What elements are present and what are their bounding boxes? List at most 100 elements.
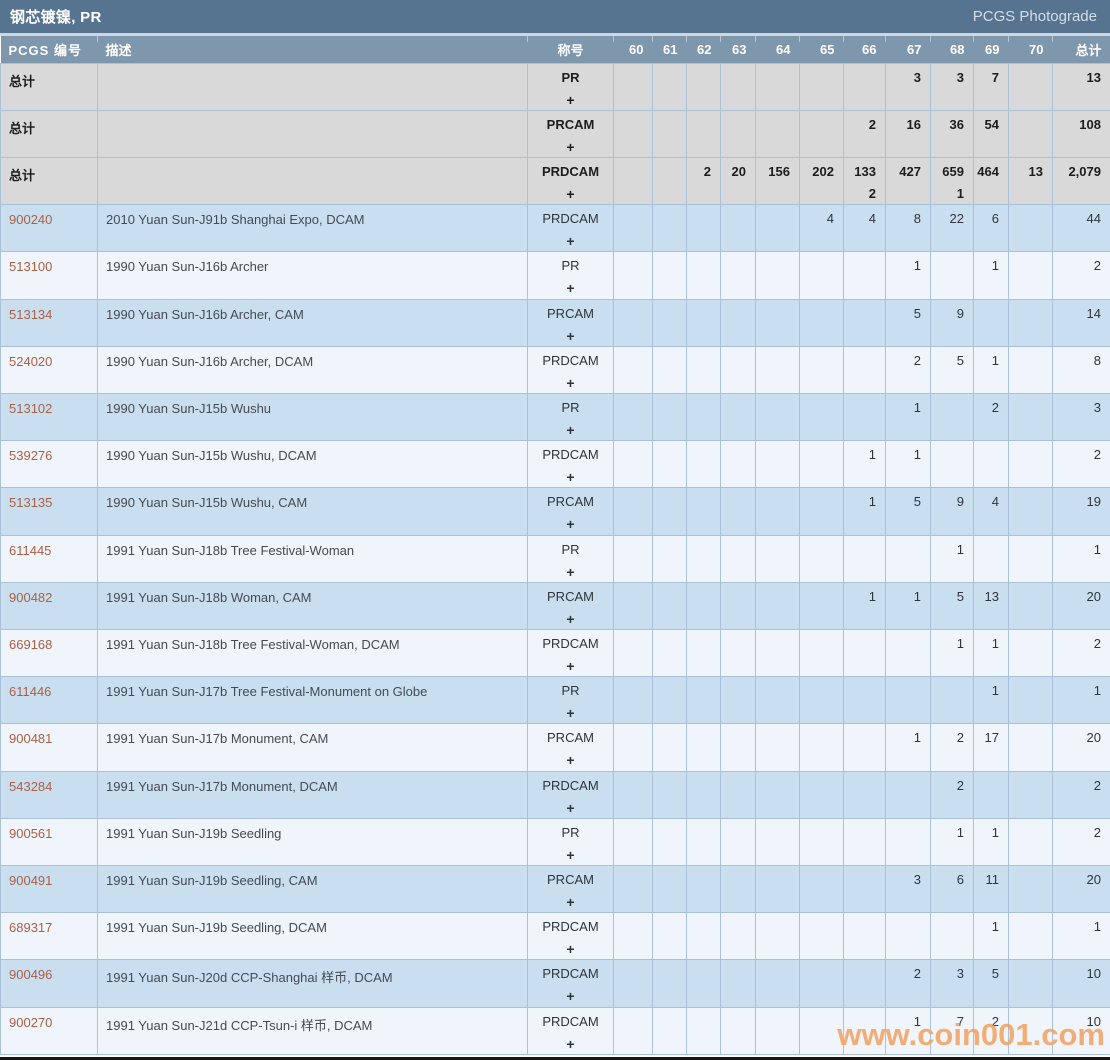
table-row: 900491 1991 Yuan Sun-J19b Seedling, CAM PR… [0,864,1110,914]
pcgs-number-link[interactable]: 543284 [9,778,53,794]
grade-count [688,872,712,888]
cell-grade-70 [1008,1006,1053,1056]
cell-grade-60 [613,959,653,1008]
cell-grade-69: 7 [973,62,1009,111]
grade-count [688,542,712,558]
grade-count [932,258,965,274]
cell-grade-67 [885,912,931,961]
cell-grade-68: 1 [930,817,974,866]
grade-count [722,400,747,416]
cell-grade-66: 2 [843,109,886,158]
designation-label: PRDCAM [542,447,599,463]
grade-count [801,542,835,558]
grade-count: 202 [812,163,834,179]
cell-grade-65 [799,487,844,536]
grade-count [1010,306,1044,322]
cell-grade-61 [652,1006,687,1056]
cell-designation: PRDCAM + [527,1006,614,1056]
pcgs-number-link[interactable]: 524020 [9,353,53,369]
grade-plus-count [887,139,922,155]
cell-grade-61 [652,770,687,819]
cell-grade-69: 1 [973,817,1009,866]
plus-indicator: + [566,846,575,863]
grade-count [1010,730,1044,746]
pcgs-number-link[interactable]: 513100 [9,259,53,275]
pcgs-number-link[interactable]: 900491 [9,872,53,888]
grade-count [654,353,678,369]
table-row: 513135 1990 Yuan Sun-J15b Wushu, CAM PRCAM… [0,487,1110,536]
grade-count [654,778,678,794]
grade-count [1010,683,1044,699]
pcgs-number-link[interactable]: 539276 [9,448,53,464]
cell-grade-61 [652,487,687,536]
grade-plus-count [722,752,747,768]
grade-plus-count [688,941,712,957]
cell-grade-63 [720,676,756,725]
cell-description [97,62,528,111]
pcgs-number-link[interactable]: 611446 [9,684,52,700]
cell-grade-60 [613,298,653,347]
grade-plus-count [1010,752,1044,768]
cell-description: 1991 Yuan Sun-J19b Seedling, CAM [97,864,528,914]
cell-grade-68: 9 [930,298,974,347]
cell-grade-68 [930,912,974,961]
pcgs-number-link[interactable]: 900240 [9,212,53,228]
cell-grade-70 [1008,864,1053,914]
pcgs-number-link[interactable]: 669168 [9,636,53,652]
grade-plus-count [975,422,1000,438]
pcgs-number-link[interactable]: 513135 [9,495,53,511]
designation-label: PR [561,399,580,415]
pcgs-number-link[interactable]: 900482 [9,589,53,605]
pcgs-number-link[interactable]: 611445 [9,542,52,558]
pcgs-number-link[interactable]: 513134 [9,306,53,322]
grade-count [1010,872,1044,888]
grade-count [615,400,644,416]
designation-label: PRDCAM [542,777,599,793]
grade-count [932,919,965,935]
grade-count [1010,919,1044,935]
grade-count [801,636,835,652]
cell-grade-65 [799,676,844,725]
grade-count [615,730,644,746]
table-row: 611446 1991 Yuan Sun-J17b Tree Festival-M… [0,676,1110,725]
grade-count [722,636,747,652]
grade-count: 7 [991,69,999,85]
pcgs-number-link[interactable]: 900481 [9,731,53,747]
pcgs-number-link[interactable]: 513102 [9,400,53,416]
cell-grade-67: 3 [885,62,931,111]
grade-plus-count [615,705,644,721]
grade-count [688,919,712,935]
grade-plus-count [887,658,922,674]
grade-count [615,589,644,605]
grade-plus-count [654,658,678,674]
grade-plus-count [845,941,877,957]
cell-grade-67: 1 [885,723,931,772]
grade-plus-count [688,422,712,438]
cell-grade-62 [686,628,721,678]
pcgs-number-link[interactable]: 689317 [9,920,53,936]
grade-plus-count [1010,800,1044,816]
cell-description: 1991 Yuan Sun-J17b Tree Festival-Monumen… [97,676,528,725]
grade-plus-count [887,422,922,438]
col-header-grade-68: 68 [929,36,974,63]
pcgs-number-link[interactable]: 900270 [9,1014,53,1030]
grade-count: 2 [956,730,964,746]
cell-grade-62 [686,251,721,300]
grade-plus-count [1010,611,1044,627]
cell-grade-69: 5 [973,959,1009,1008]
cell-pcgs-number: 900240 [0,204,98,253]
designation-label: PRCAM [547,871,594,887]
grade-count [845,636,877,652]
grade-count: 2 [913,966,921,982]
cell-grade-66: 4 [843,204,886,253]
cell-grade-66 [843,676,886,725]
photograde-link[interactable]: PCGS Photograde [972,8,1097,25]
grade-plus-count [615,988,644,1004]
cell-grade-65 [799,109,844,158]
pcgs-number-link[interactable]: 900561 [9,825,53,841]
grade-count [801,919,835,935]
grade-count [801,258,835,274]
pcgs-number-link[interactable]: 900496 [9,967,53,983]
cell-grade-67: 5 [885,487,931,536]
grade-plus-count [1010,516,1044,532]
